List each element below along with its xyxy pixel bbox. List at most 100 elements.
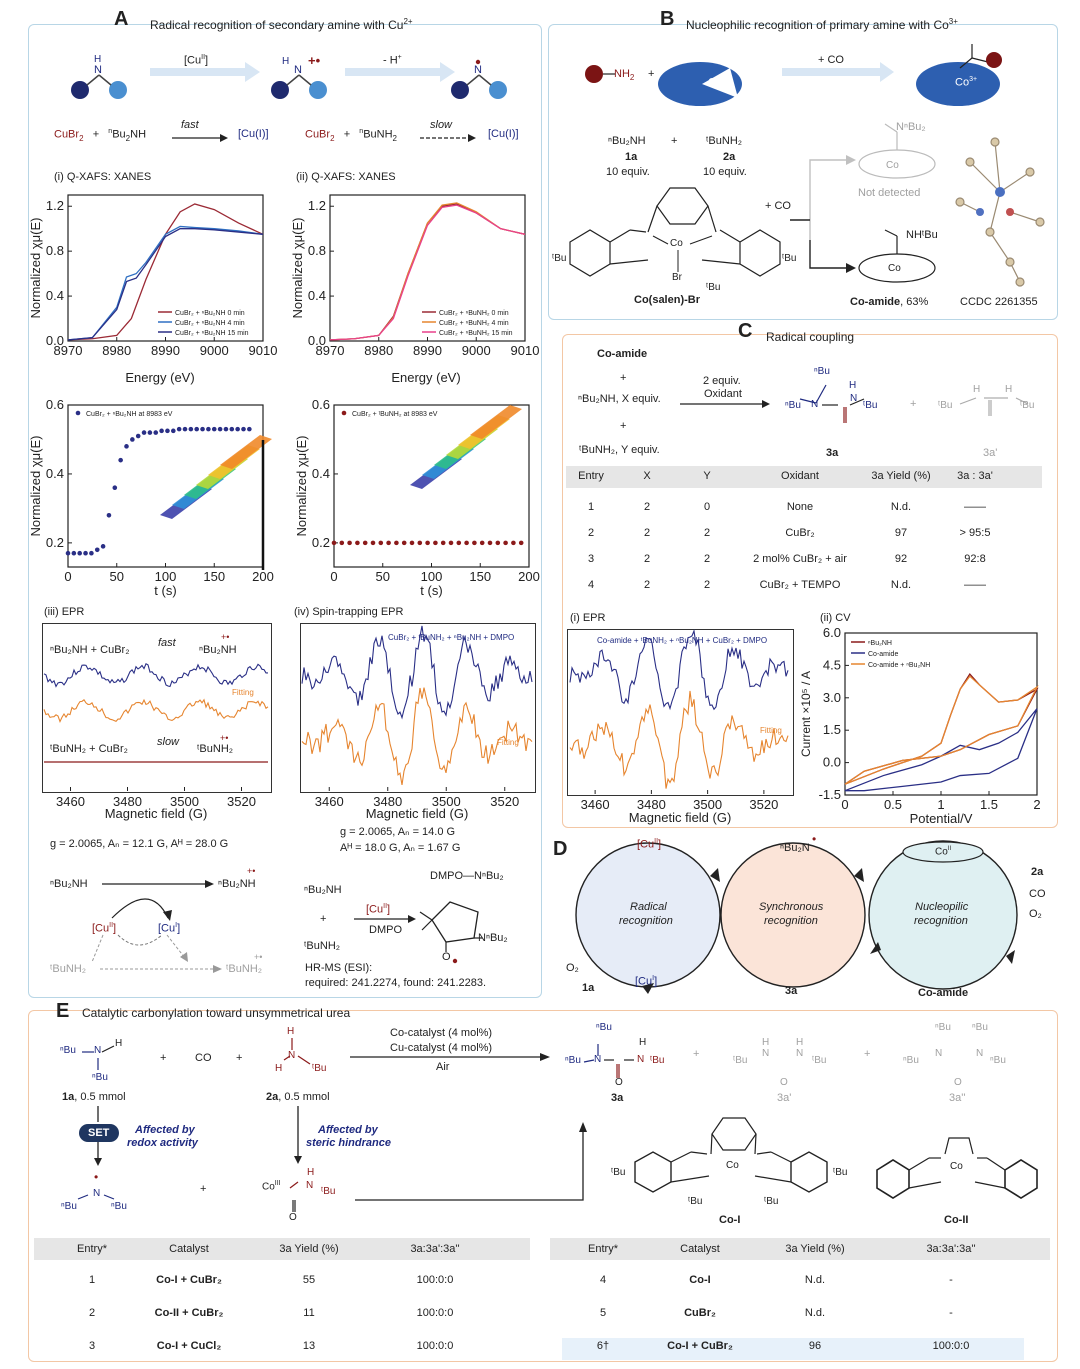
- kin1-point: [118, 457, 123, 463]
- c-cv-title: (ii) CV: [820, 612, 851, 624]
- kin1-legend-label: CuBr₂ + ⁿBu₂NH at 8983 eV: [86, 411, 173, 418]
- c-table-header-3: Oxidant: [781, 470, 819, 482]
- c-table-header-2: Y: [703, 470, 711, 482]
- dmpo-reagent: DMPO: [369, 924, 402, 936]
- kin2-legend-marker: [341, 410, 347, 416]
- panel-b-title-sup: 3+: [948, 17, 958, 26]
- kin2-point: [440, 540, 446, 546]
- cv-xtick-label: 2: [1033, 797, 1040, 812]
- c-urea-3a-prime: [959, 397, 1029, 416]
- spin-xtick-label: 3480: [373, 794, 402, 809]
- panel-e-label: E: [56, 1000, 70, 1022]
- c-table-cell: > 95:5: [959, 527, 991, 539]
- scheme-cu2: [CuII]: [92, 922, 117, 935]
- panel-c-label: C: [738, 320, 753, 342]
- dmpo-cat-sup: II: [383, 903, 388, 910]
- b-coamide-structure: [858, 229, 936, 283]
- dmpo-cat-text: [Cu: [366, 903, 384, 916]
- epr-prod2-radical: +•: [220, 733, 229, 743]
- d-cu2: [CuII]: [637, 838, 662, 851]
- e-table2-header-0: Entry*: [588, 1243, 618, 1255]
- e-2a-label: 2a, 0.5 mmol: [266, 1091, 330, 1103]
- panel-b-title: Nucleophilic recognition of primary amin…: [686, 17, 958, 32]
- c-epr-fitting: Fitting: [760, 726, 782, 735]
- e-table2-header-1: Catalyst: [680, 1243, 720, 1255]
- e-affect2b: steric hindrance: [306, 1137, 391, 1149]
- kin2-xlabel: t (s): [420, 583, 442, 598]
- b-tbu-3: ᵗBu: [706, 282, 721, 293]
- kin2-point: [433, 540, 438, 546]
- kin1-point: [94, 547, 100, 553]
- e-radical-n: N: [93, 1188, 101, 1199]
- d-2a: 2a: [1031, 866, 1044, 878]
- spin-params2: Aᴴ = 18.0 G, Aₙ = 1.67 G: [340, 842, 461, 854]
- c-epr-xlabel: Magnetic field (G): [629, 810, 732, 825]
- e-3app-nbu-l: ⁿBu: [903, 1055, 919, 1066]
- xanes1-legend-label-2: CuBr₂ + ⁿBu₂NH 15 min: [175, 330, 249, 337]
- xanes2-title: (ii) Q-XAFS: XANES: [296, 171, 396, 183]
- b-plus: +: [671, 135, 678, 147]
- c-3a-h: H: [849, 380, 857, 391]
- e-table1-header-bg: [34, 1238, 530, 1260]
- kin2-point: [339, 540, 345, 546]
- arrow-minus-h: [345, 62, 455, 82]
- cv-ylabel: Current ×10⁵ / A: [799, 671, 813, 757]
- kin1-point: [71, 550, 77, 556]
- c-table-cell: 2: [703, 527, 711, 539]
- e-3app-n-r: N: [976, 1048, 984, 1059]
- e-reactant-2a: [283, 1038, 311, 1065]
- e-table1-cell: 100:0:0: [416, 1307, 454, 1319]
- xanes2-xlabel: Energy (eV): [391, 370, 460, 385]
- kin1-point: [83, 550, 88, 556]
- kin1-point: [77, 550, 82, 556]
- c-table-cell: 4: [587, 579, 595, 591]
- epr-params: g = 2.0065, Aₙ = 12.1 G, Aᴴ = 28.0 G: [50, 838, 229, 850]
- spin-title: (iv) Spin-trapping EPR: [294, 606, 404, 618]
- e-affect2a: Affected by: [318, 1124, 378, 1136]
- b-r1-eq: 10 equiv.: [606, 166, 650, 178]
- d-cu1-text: [Cu: [635, 975, 653, 988]
- epr-fitting: Fitting: [232, 688, 254, 697]
- c-table-cell: N.d.: [890, 501, 912, 513]
- co3-left-sup: 3+: [722, 76, 731, 83]
- e-3ap-h-l: H: [762, 1037, 770, 1048]
- e-3ap-n-l: N: [762, 1048, 770, 1059]
- rxn1-amine-end: NH: [130, 128, 147, 141]
- epr-xlabel: Magnetic field (G): [105, 806, 208, 821]
- kin1-point: [124, 444, 129, 449]
- c-epr-legend: Co-amide + ᵗBuNH₂ + ⁿBu₂NH + CuBr₂ + DMP…: [597, 636, 768, 645]
- e-table2-cell: N.d.: [804, 1274, 826, 1286]
- e-3app-n-l: N: [935, 1048, 943, 1059]
- arrow-minus-h-sup: +: [397, 54, 402, 61]
- e-co-ii-structure: [876, 1137, 1038, 1199]
- svg-text:N: N: [474, 64, 482, 76]
- kin2-point: [472, 540, 477, 546]
- nh2-label: NH2: [614, 68, 634, 82]
- kin2-point: [347, 540, 352, 546]
- kin1-point: [241, 426, 246, 432]
- dmpo-r1: ⁿBu₂NH: [304, 884, 342, 896]
- e-table1-cell: 55: [302, 1274, 316, 1286]
- xanes2-legend-label-0: CuBr₂ + ⁿBuNH₂ 0 min: [439, 310, 509, 317]
- e-3a-nbu-left: ⁿBu: [565, 1055, 581, 1066]
- dmpo-cat: [CuII]: [366, 903, 391, 916]
- e-3ap-tbu-r: ᵗBu: [812, 1055, 827, 1066]
- xanes2-xtick-label: 8980: [364, 343, 393, 358]
- e-3a-tbu: ᵗBu: [650, 1055, 665, 1066]
- kin1-point: [106, 512, 112, 518]
- co3-left-text: Co: [708, 76, 723, 89]
- c-3a-prime-tbu-l: ᵗBu: [938, 400, 953, 411]
- svg-text:N: N: [294, 64, 302, 76]
- kin2-point: [417, 540, 423, 546]
- xanes2-series-2: [329, 204, 526, 341]
- xanes2-xtick-label: 8990: [413, 343, 442, 358]
- e-3app-nbu-tr: ⁿBu: [972, 1022, 988, 1033]
- e-3ap-tbu-l: ᵗBu: [733, 1055, 748, 1066]
- kin2-xtick-label: 50: [376, 569, 390, 584]
- kin2-xtick-label: 200: [518, 569, 540, 584]
- e-radical-nbu-r: ⁿBu: [111, 1201, 127, 1212]
- xanes1-series-1: [67, 225, 264, 341]
- d-o2-right: O₂: [1029, 908, 1042, 920]
- kin1-point: [89, 550, 94, 556]
- hrms-1: HR-MS (ESI):: [305, 962, 373, 974]
